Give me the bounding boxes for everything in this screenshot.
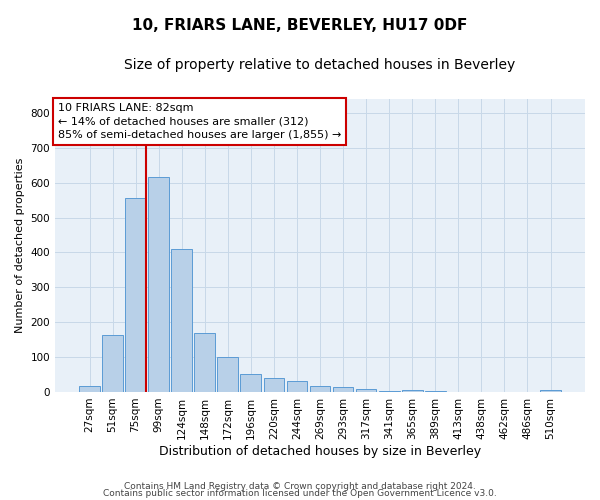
Bar <box>332 387 353 392</box>
Y-axis label: Number of detached properties: Number of detached properties <box>15 158 25 333</box>
Bar <box>263 378 284 392</box>
Bar <box>379 390 400 392</box>
Text: 10 FRIARS LANE: 82sqm
← 14% of detached houses are smaller (312)
85% of semi-det: 10 FRIARS LANE: 82sqm ← 14% of detached … <box>58 104 341 140</box>
Bar <box>79 386 100 392</box>
Bar <box>356 389 376 392</box>
Text: 10, FRIARS LANE, BEVERLEY, HU17 0DF: 10, FRIARS LANE, BEVERLEY, HU17 0DF <box>133 18 467 32</box>
Bar <box>310 386 331 392</box>
Bar <box>402 390 422 392</box>
Bar <box>102 335 123 392</box>
Bar <box>194 332 215 392</box>
Bar <box>217 357 238 392</box>
Bar <box>148 177 169 392</box>
Bar <box>241 374 261 392</box>
Bar <box>287 382 307 392</box>
Bar <box>172 248 192 392</box>
X-axis label: Distribution of detached houses by size in Beverley: Distribution of detached houses by size … <box>159 444 481 458</box>
Text: Contains HM Land Registry data © Crown copyright and database right 2024.: Contains HM Land Registry data © Crown c… <box>124 482 476 491</box>
Title: Size of property relative to detached houses in Beverley: Size of property relative to detached ho… <box>124 58 515 71</box>
Bar <box>125 198 146 392</box>
Bar <box>540 390 561 392</box>
Text: Contains public sector information licensed under the Open Government Licence v3: Contains public sector information licen… <box>103 490 497 498</box>
